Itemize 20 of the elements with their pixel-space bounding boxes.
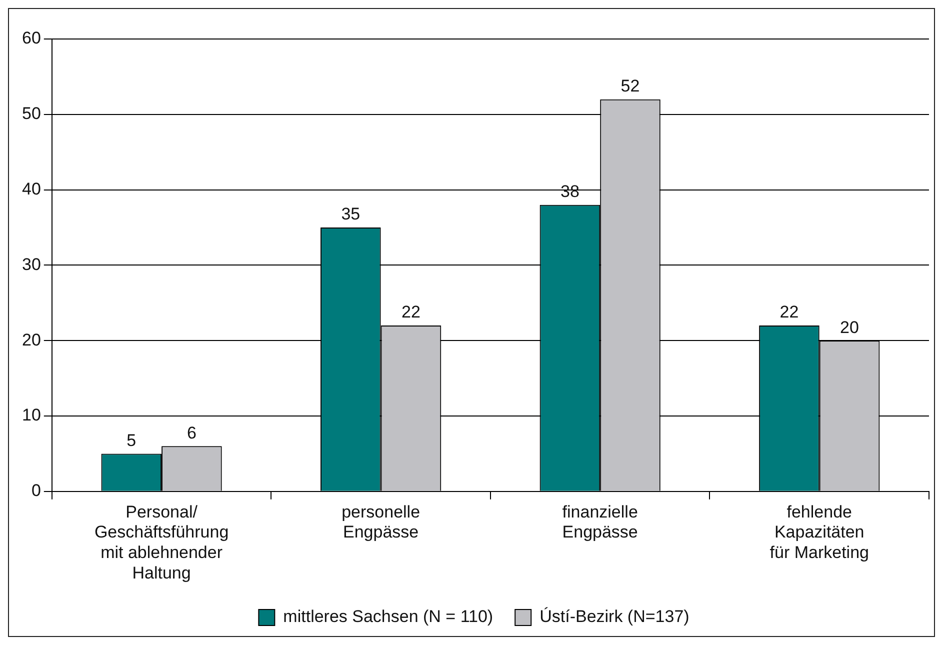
legend-label: Ústí-Bezirk (N=137)	[540, 607, 690, 626]
x-tick-label: personelle Engpässe	[342, 502, 420, 542]
x-tick-label: Personal/ Geschäftsführung mit ablehnender Haltung	[94, 502, 229, 582]
legend-label: mittleres Sachsen (N = 110)	[283, 607, 494, 626]
data-label: 35	[341, 204, 360, 224]
data-label: 20	[840, 318, 859, 337]
data-label: 22	[402, 302, 420, 322]
data-label: 5	[126, 430, 136, 450]
data-label: 6	[186, 423, 196, 442]
y-tick-label: 40	[22, 179, 41, 198]
y-tick-label: 20	[22, 330, 41, 350]
y-tick-label: 60	[22, 28, 41, 48]
data-label: 22	[780, 302, 799, 322]
data-label: 52	[620, 76, 640, 96]
x-tick-label: finanzielle Engpässe	[562, 502, 638, 542]
x-tick-label: fehlende Kapazitäten für Marketing	[770, 502, 869, 562]
y-tick-label: 50	[22, 104, 41, 124]
y-tick-label: 30	[22, 254, 41, 274]
y-tick-label: 10	[22, 406, 41, 425]
y-tick-label: 0	[31, 481, 41, 500]
